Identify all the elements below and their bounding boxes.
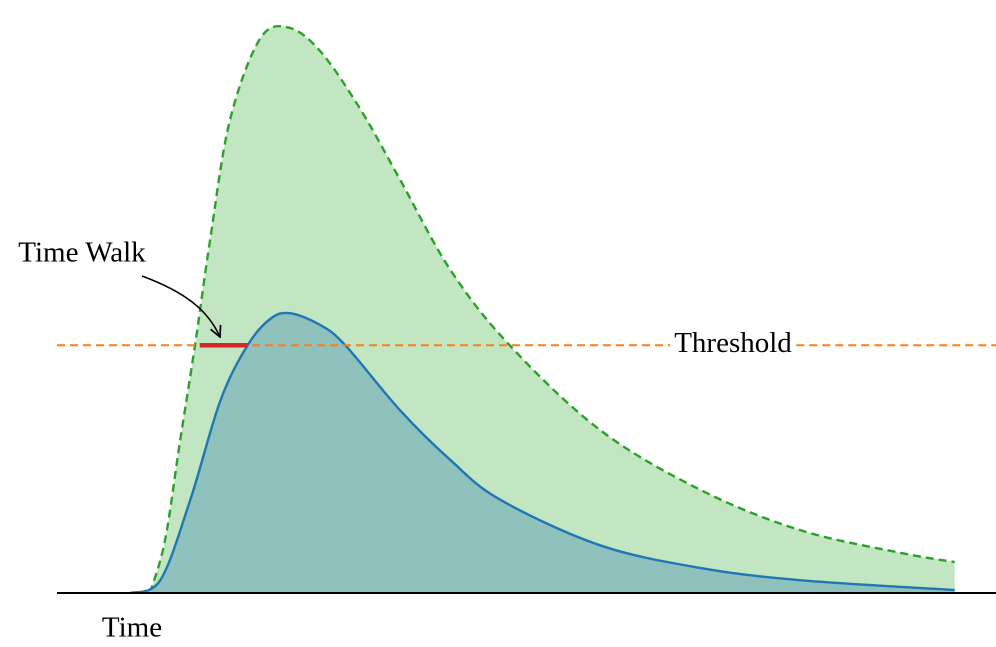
threshold-label: Threshold [674, 327, 792, 359]
annotation-label: Time Walk [18, 237, 146, 269]
annotation-arrow [141, 275, 220, 337]
plot-area [57, 25, 996, 595]
line [148, 25, 955, 594]
x-axis-label: Time [102, 612, 162, 644]
area-fill [130, 312, 955, 593]
line [129, 311, 955, 595]
